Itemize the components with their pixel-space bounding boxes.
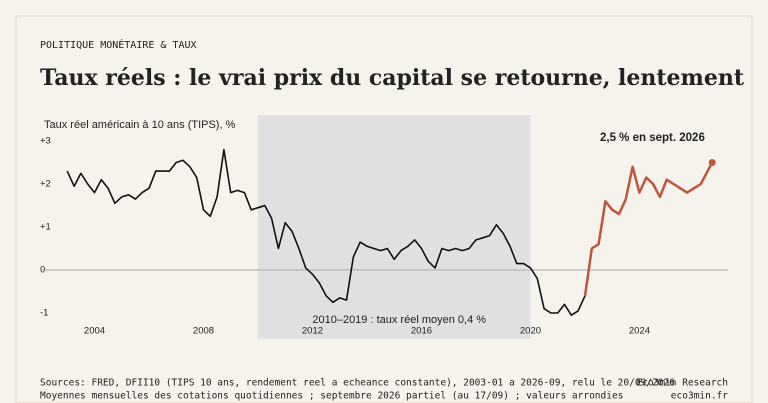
- brand: Eco3min Research: [636, 378, 728, 389]
- title: Taux réels : le vrai prix du capital se …: [40, 65, 745, 91]
- y-tick-label: +2: [40, 179, 51, 190]
- highlight-band: [257, 115, 531, 339]
- x-tick-label: 2008: [193, 326, 214, 337]
- y-tick-label: -1: [40, 308, 48, 319]
- x-tick-label: 2004: [84, 326, 105, 337]
- kicker: POLITIQUE MONÉTAIRE & TAUX: [40, 38, 197, 51]
- site: eco3min.fr: [671, 391, 728, 402]
- x-tick-label: 2012: [302, 326, 323, 337]
- series-line: [583, 161, 714, 296]
- y-tick-label: +1: [40, 222, 51, 233]
- note: Moyennes mensuelles des cotations quotid…: [40, 391, 623, 402]
- series-line: [66, 148, 586, 316]
- y-axis-label: Taux réel américain à 10 ans (TIPS), %: [44, 119, 236, 131]
- x-tick-label: 2016: [411, 326, 432, 337]
- y-tick-label: +3: [40, 136, 51, 147]
- x-tick-label: 2020: [520, 326, 541, 337]
- source: Sources: FRED, DFII10 (TIPS 10 ans, rend…: [40, 378, 675, 389]
- frame: [15, 15, 753, 403]
- x-tick-label: 2024: [629, 326, 650, 337]
- highlight-label: 2010–2019 : taux réel moyen 0,4 %: [312, 314, 486, 326]
- end-point: [708, 159, 716, 166]
- annotation: 2,5 % en sept. 2026: [600, 132, 705, 144]
